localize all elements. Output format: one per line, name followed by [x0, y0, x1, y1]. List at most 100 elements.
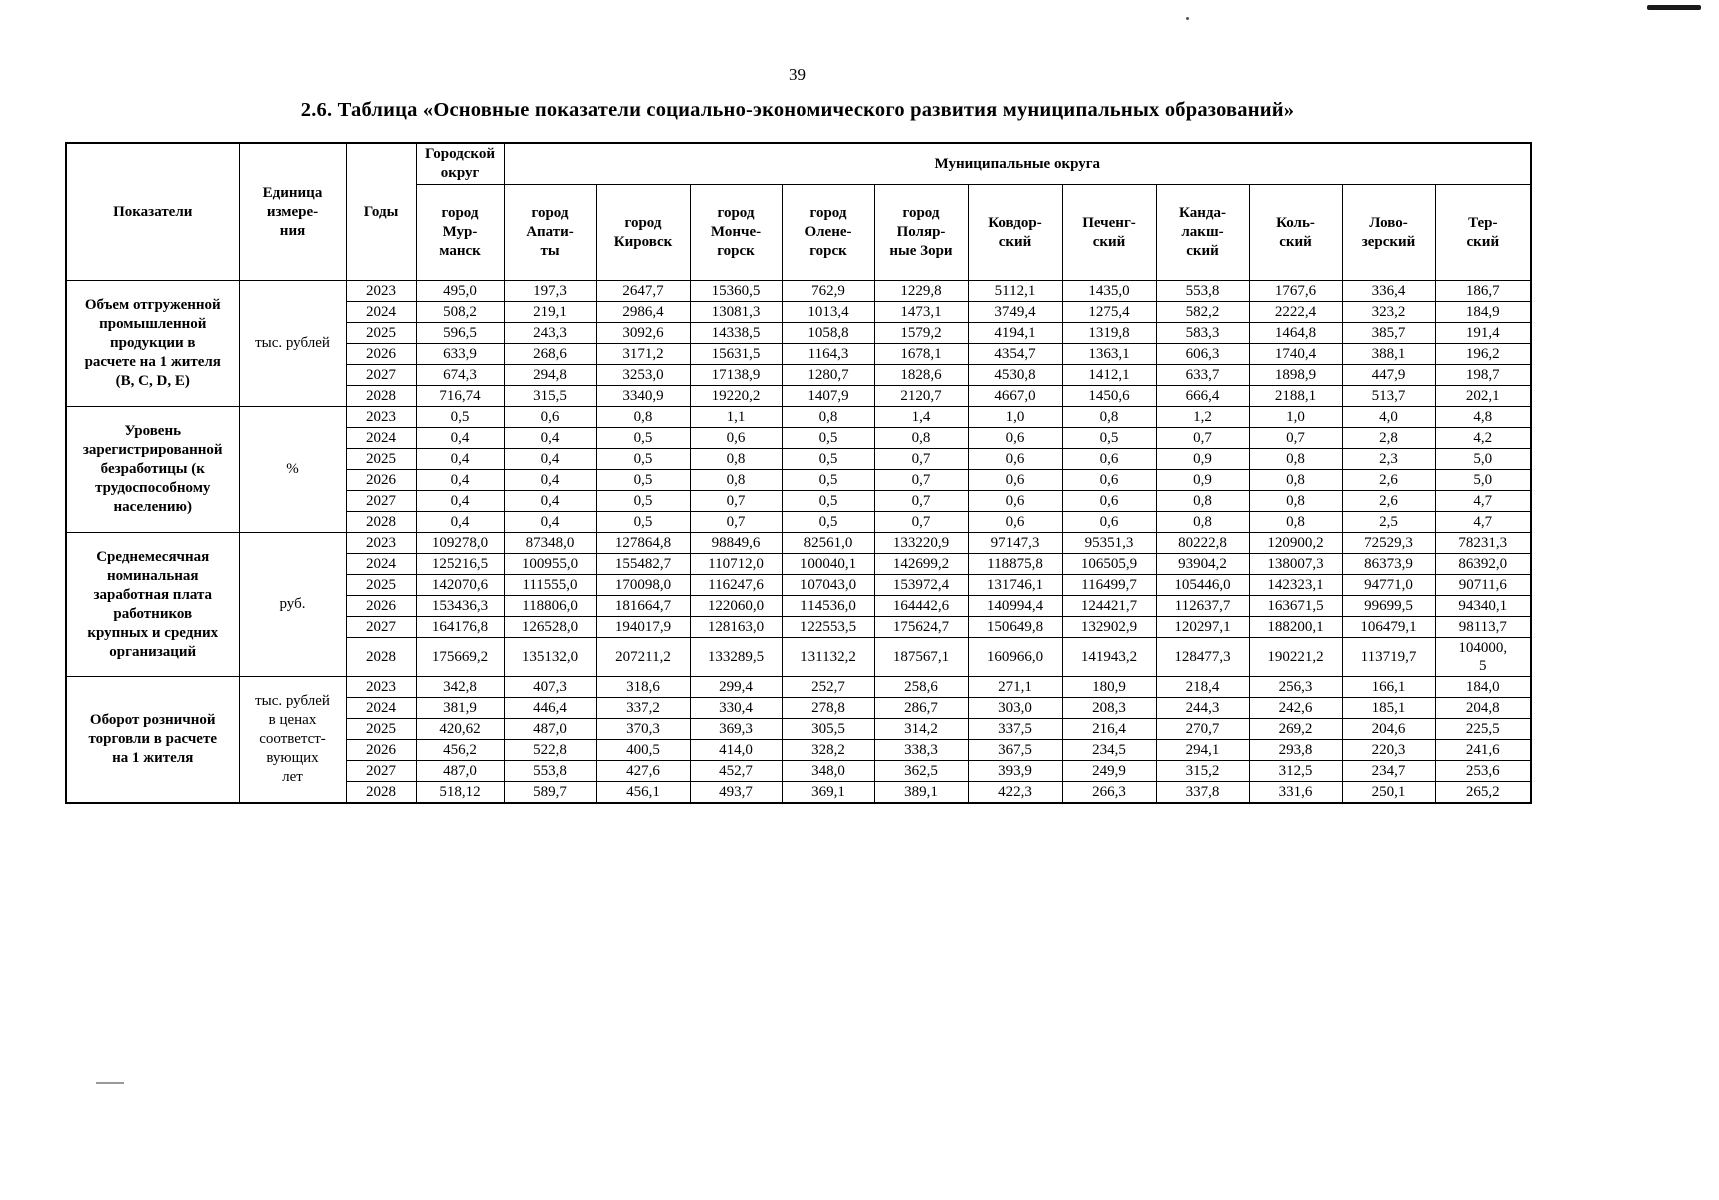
table-row: 2025 142070,6 111555,0 170098,0 116247,6 1070… [66, 574, 1532, 596]
column-header-murmansk: город Мур- манск [415, 184, 505, 281]
header-unit: Единица измере- ния [238, 142, 347, 281]
table-row: 2025 0,4 0,4 0,5 0,8 0,5 0,7 0,6 0,6 0,9 0,8 2,3 5,0 [66, 448, 1532, 470]
value-cell: 400,5 [595, 739, 691, 761]
value-cell: 0,8 [873, 427, 969, 449]
header-municipal-districts: Муниципальные округа [503, 142, 1532, 185]
value-cell: 495,0 [415, 280, 505, 302]
table-row: 2028 716,74 315,5 3340,9 19220,2 1407,9 2120,7… [66, 385, 1532, 407]
header-row-top: Показатели Единица измере- ния Годы Горо… [65, 142, 1532, 281]
table-row: 2026 153436,3 118806,0 181664,7 122060,0 1145… [66, 595, 1532, 617]
value-cell: 87348,0 [503, 532, 597, 554]
value-cell: 141943,2 [1061, 637, 1157, 677]
value-cell: 142070,6 [415, 574, 505, 596]
value-cell: 135132,0 [503, 637, 597, 677]
scan-artifact-dot [1186, 17, 1189, 20]
value-cell: 100955,0 [503, 553, 597, 575]
value-cell: 1464,8 [1248, 322, 1343, 344]
value-cell: 0,4 [415, 469, 505, 491]
header-city-district: Городской округ [415, 142, 505, 185]
value-cell: 164442,6 [873, 595, 969, 617]
value-cell: 86392,0 [1434, 553, 1532, 575]
header-indicators: Показатели [65, 142, 240, 281]
value-cell: 388,1 [1341, 343, 1436, 365]
value-cell: 0,6 [1061, 490, 1157, 512]
year-cell: 2028 [345, 781, 417, 804]
value-cell: 122553,5 [781, 616, 875, 638]
value-cell: 513,7 [1341, 385, 1436, 407]
value-cell: 553,8 [503, 760, 597, 782]
value-cell: 166,1 [1341, 676, 1436, 698]
value-cell: 175624,7 [873, 616, 969, 638]
value-cell: 266,3 [1061, 781, 1157, 804]
value-cell: 0,8 [689, 469, 783, 491]
value-cell: 1473,1 [873, 301, 969, 323]
value-cell: 5,0 [1434, 448, 1532, 470]
value-cell: 15360,5 [689, 280, 783, 302]
value-cell: 1280,7 [781, 364, 875, 386]
value-cell: 0,4 [503, 511, 597, 533]
value-cell: 1,4 [873, 406, 969, 428]
value-cell: 367,5 [967, 739, 1063, 761]
unit-label: тыс. рублей в ценах соответст- вующих ле… [238, 676, 347, 804]
value-cell: 369,3 [689, 718, 783, 740]
value-cell: 250,1 [1341, 781, 1436, 804]
value-cell: 2120,7 [873, 385, 969, 407]
value-cell: 518,12 [415, 781, 505, 804]
value-cell: 393,9 [967, 760, 1063, 782]
column-header-olenegorsk: город Олене- горск [781, 184, 875, 281]
header-row-columns: город Мур- манск город Апати- ты город К… [66, 184, 1532, 281]
table-row: Оборот розничной торговли в расчете на 1… [65, 676, 1532, 804]
value-cell: 207211,2 [595, 637, 691, 677]
value-cell: 318,6 [595, 676, 691, 698]
value-cell: 2,6 [1341, 490, 1436, 512]
value-cell: 362,5 [873, 760, 969, 782]
column-header-kolsky: Коль- ский [1248, 184, 1343, 281]
table-row: 2027 487,0 553,8 427,6 452,7 348,0 362,5 393,9 2… [66, 760, 1532, 782]
value-cell: 109278,0 [415, 532, 505, 554]
value-cell: 204,8 [1434, 697, 1532, 719]
value-cell: 116247,6 [689, 574, 783, 596]
value-cell: 4354,7 [967, 343, 1063, 365]
value-cell: 0,9 [1155, 448, 1250, 470]
value-cell: 1319,8 [1061, 322, 1157, 344]
year-cell: 2028 [345, 385, 417, 407]
value-cell: 204,6 [1341, 718, 1436, 740]
year-cell: 2025 [345, 322, 417, 344]
value-cell: 196,2 [1434, 343, 1532, 365]
value-cell: 0,4 [503, 490, 597, 512]
year-cell: 2027 [345, 760, 417, 782]
value-cell: 82561,0 [781, 532, 875, 554]
value-cell: 1,1 [689, 406, 783, 428]
value-cell: 0,6 [689, 427, 783, 449]
value-cell: 97147,3 [967, 532, 1063, 554]
value-cell: 315,5 [503, 385, 597, 407]
value-cell: 1013,4 [781, 301, 875, 323]
value-cell: 1435,0 [1061, 280, 1157, 302]
value-cell: 256,3 [1248, 676, 1343, 698]
year-cell: 2027 [345, 616, 417, 638]
table-row: 2026 633,9 268,6 3171,2 15631,5 1164,3 1678,1 4… [66, 343, 1532, 365]
value-cell: 95351,3 [1061, 532, 1157, 554]
value-cell: 4,0 [1341, 406, 1436, 428]
value-cell: 15631,5 [689, 343, 783, 365]
value-cell: 5,0 [1434, 469, 1532, 491]
value-cell: 122060,0 [689, 595, 783, 617]
table-row: 2027 674,3 294,8 3253,0 17138,9 1280,7 1828,6 4… [66, 364, 1532, 386]
value-cell: 328,2 [781, 739, 875, 761]
value-cell: 369,1 [781, 781, 875, 804]
document-page: 39 2.6. Таблица «Основные показатели соц… [65, 0, 1533, 804]
value-cell: 0,7 [1248, 427, 1343, 449]
value-cell: 0,7 [689, 511, 783, 533]
year-cell: 2025 [345, 448, 417, 470]
value-cell: 234,5 [1061, 739, 1157, 761]
value-cell: 120297,1 [1155, 616, 1250, 638]
year-cell: 2026 [345, 739, 417, 761]
value-cell: 150649,8 [967, 616, 1063, 638]
value-cell: 0,6 [967, 511, 1063, 533]
value-cell: 107043,0 [781, 574, 875, 596]
value-cell: 94340,1 [1434, 595, 1532, 617]
value-cell: 582,2 [1155, 301, 1250, 323]
value-cell: 128163,0 [689, 616, 783, 638]
value-cell: 336,4 [1341, 280, 1436, 302]
value-cell: 14338,5 [689, 322, 783, 344]
